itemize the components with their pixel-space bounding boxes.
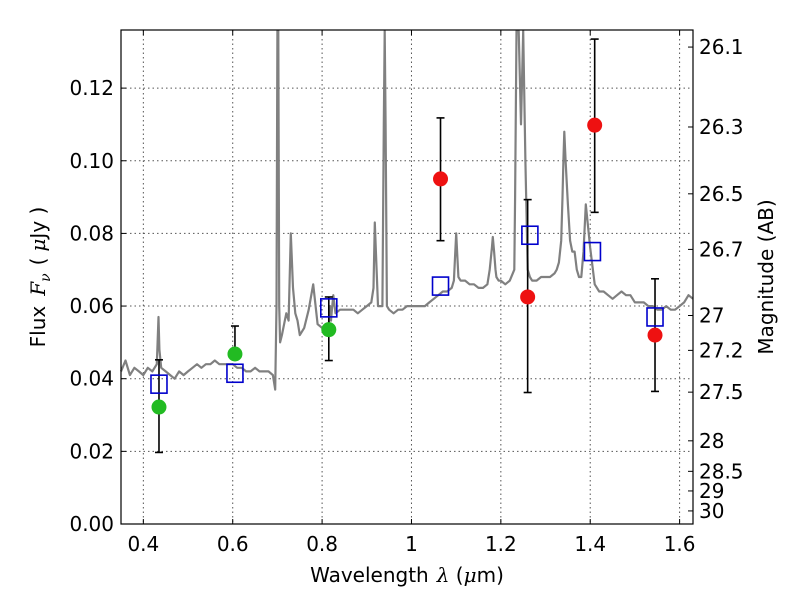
plot-frame [120,29,694,525]
y2-tick-label: 26.1 [699,35,744,59]
model-square [150,374,168,394]
y-tick-label: 0.02 [69,439,114,463]
photometry-point [520,289,536,305]
y2-tick-label: 27 [699,304,724,328]
y-tick-label: 0.08 [69,221,114,245]
photometry-point [433,171,449,187]
y2-tick-label: 28.5 [699,459,744,483]
photometry-point [647,327,663,343]
y-tick-label: 0.06 [69,294,114,318]
x-tick-label: 1.4 [574,532,606,556]
y2-tick-label: 29 [699,479,724,503]
detection-point [227,346,243,362]
y2-tick-label: 30 [699,499,724,523]
marker-series [150,38,664,454]
spectrum-series [119,29,694,391]
spectrum-line [119,29,694,391]
model-square [583,241,602,262]
x-tick-label: 0.4 [127,532,159,556]
y-tick-label: 0.00 [69,512,114,536]
model-square [319,298,338,318]
x-tick-label: 1.2 [485,532,517,556]
x-axis-label: Wavelength λ (μm) [310,563,504,587]
x-tick-label: 0.8 [306,532,338,556]
model-square [226,363,244,384]
y2-tick-label: 28 [699,429,724,453]
y-axis-label: FluxFν(μJy ) [26,207,54,348]
x-tick-label: 0.6 [217,532,249,556]
photometry-point [587,117,603,133]
model-square [521,225,539,246]
model-square [431,276,450,296]
y2-tick-label: 26.3 [699,115,744,139]
y-tick-label: 0.12 [69,76,114,100]
y2-tick-label: 27.5 [699,380,744,404]
detection-point [151,399,167,415]
y2-tick-label: 26.7 [699,237,744,261]
model-square [646,307,664,327]
y-tick-label: 0.04 [69,367,114,391]
axis-ticks: 0.4 0.6 0.8 1 1.2 1.4 1.6 0.00 0.02 0.04 0.06 0.08 0… [69,30,744,556]
x-tick-label: 1.6 [664,532,696,556]
detection-point [321,322,337,338]
y2-axis-label: Magnitude (AB) [754,199,778,354]
x-tick-label: 1 [405,532,418,556]
y2-tick-label: 27.2 [699,338,744,362]
y2-tick-label: 26.5 [699,182,744,206]
y-tick-label: 0.10 [69,149,114,173]
